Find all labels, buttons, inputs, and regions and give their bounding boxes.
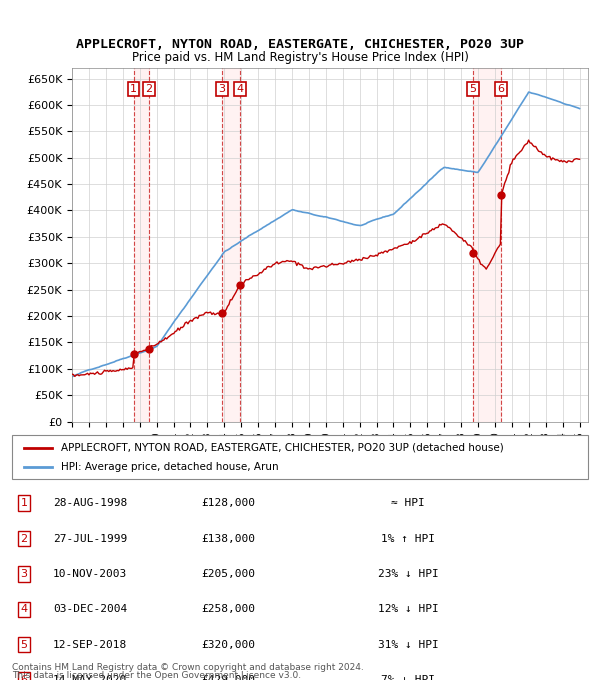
Text: This data is licensed under the Open Government Licence v3.0.: This data is licensed under the Open Gov…	[12, 671, 301, 680]
Text: 14-MAY-2020: 14-MAY-2020	[53, 675, 127, 680]
Text: £205,000: £205,000	[201, 569, 255, 579]
Text: 31% ↓ HPI: 31% ↓ HPI	[377, 640, 439, 649]
Text: 1: 1	[130, 84, 137, 94]
Bar	[473, 68, 501, 422]
Text: 10-NOV-2003: 10-NOV-2003	[53, 569, 127, 579]
Text: £320,000: £320,000	[201, 640, 255, 649]
Text: 6: 6	[20, 675, 28, 680]
Text: 2: 2	[146, 84, 153, 94]
Text: Contains HM Land Registry data © Crown copyright and database right 2024.: Contains HM Land Registry data © Crown c…	[12, 663, 364, 673]
Text: APPLECROFT, NYTON ROAD, EASTERGATE, CHICHESTER, PO20 3UP: APPLECROFT, NYTON ROAD, EASTERGATE, CHIC…	[76, 37, 524, 51]
Text: 5: 5	[469, 84, 476, 94]
Text: ≈ HPI: ≈ HPI	[391, 498, 425, 508]
Text: 03-DEC-2004: 03-DEC-2004	[53, 605, 127, 614]
Text: £258,000: £258,000	[201, 605, 255, 614]
Bar	[134, 68, 149, 422]
Text: 3: 3	[20, 569, 28, 579]
Text: 23% ↓ HPI: 23% ↓ HPI	[377, 569, 439, 579]
Bar	[222, 68, 240, 422]
Text: 28-AUG-1998: 28-AUG-1998	[53, 498, 127, 508]
Text: 5: 5	[20, 640, 28, 649]
Text: 27-JUL-1999: 27-JUL-1999	[53, 534, 127, 543]
Text: 6: 6	[498, 84, 505, 94]
Text: £128,000: £128,000	[201, 498, 255, 508]
Text: 4: 4	[20, 605, 28, 614]
Text: £138,000: £138,000	[201, 534, 255, 543]
FancyBboxPatch shape	[12, 435, 588, 479]
Text: 2: 2	[20, 534, 28, 543]
Text: HPI: Average price, detached house, Arun: HPI: Average price, detached house, Arun	[61, 462, 278, 472]
Text: 12-SEP-2018: 12-SEP-2018	[53, 640, 127, 649]
Text: APPLECROFT, NYTON ROAD, EASTERGATE, CHICHESTER, PO20 3UP (detached house): APPLECROFT, NYTON ROAD, EASTERGATE, CHIC…	[61, 443, 504, 453]
Text: £429,000: £429,000	[201, 675, 255, 680]
Text: Price paid vs. HM Land Registry's House Price Index (HPI): Price paid vs. HM Land Registry's House …	[131, 51, 469, 65]
Text: 7% ↓ HPI: 7% ↓ HPI	[381, 675, 435, 680]
Text: 12% ↓ HPI: 12% ↓ HPI	[377, 605, 439, 614]
Text: 4: 4	[236, 84, 244, 94]
Text: 1% ↑ HPI: 1% ↑ HPI	[381, 534, 435, 543]
Text: 3: 3	[218, 84, 226, 94]
Text: 1: 1	[20, 498, 28, 508]
